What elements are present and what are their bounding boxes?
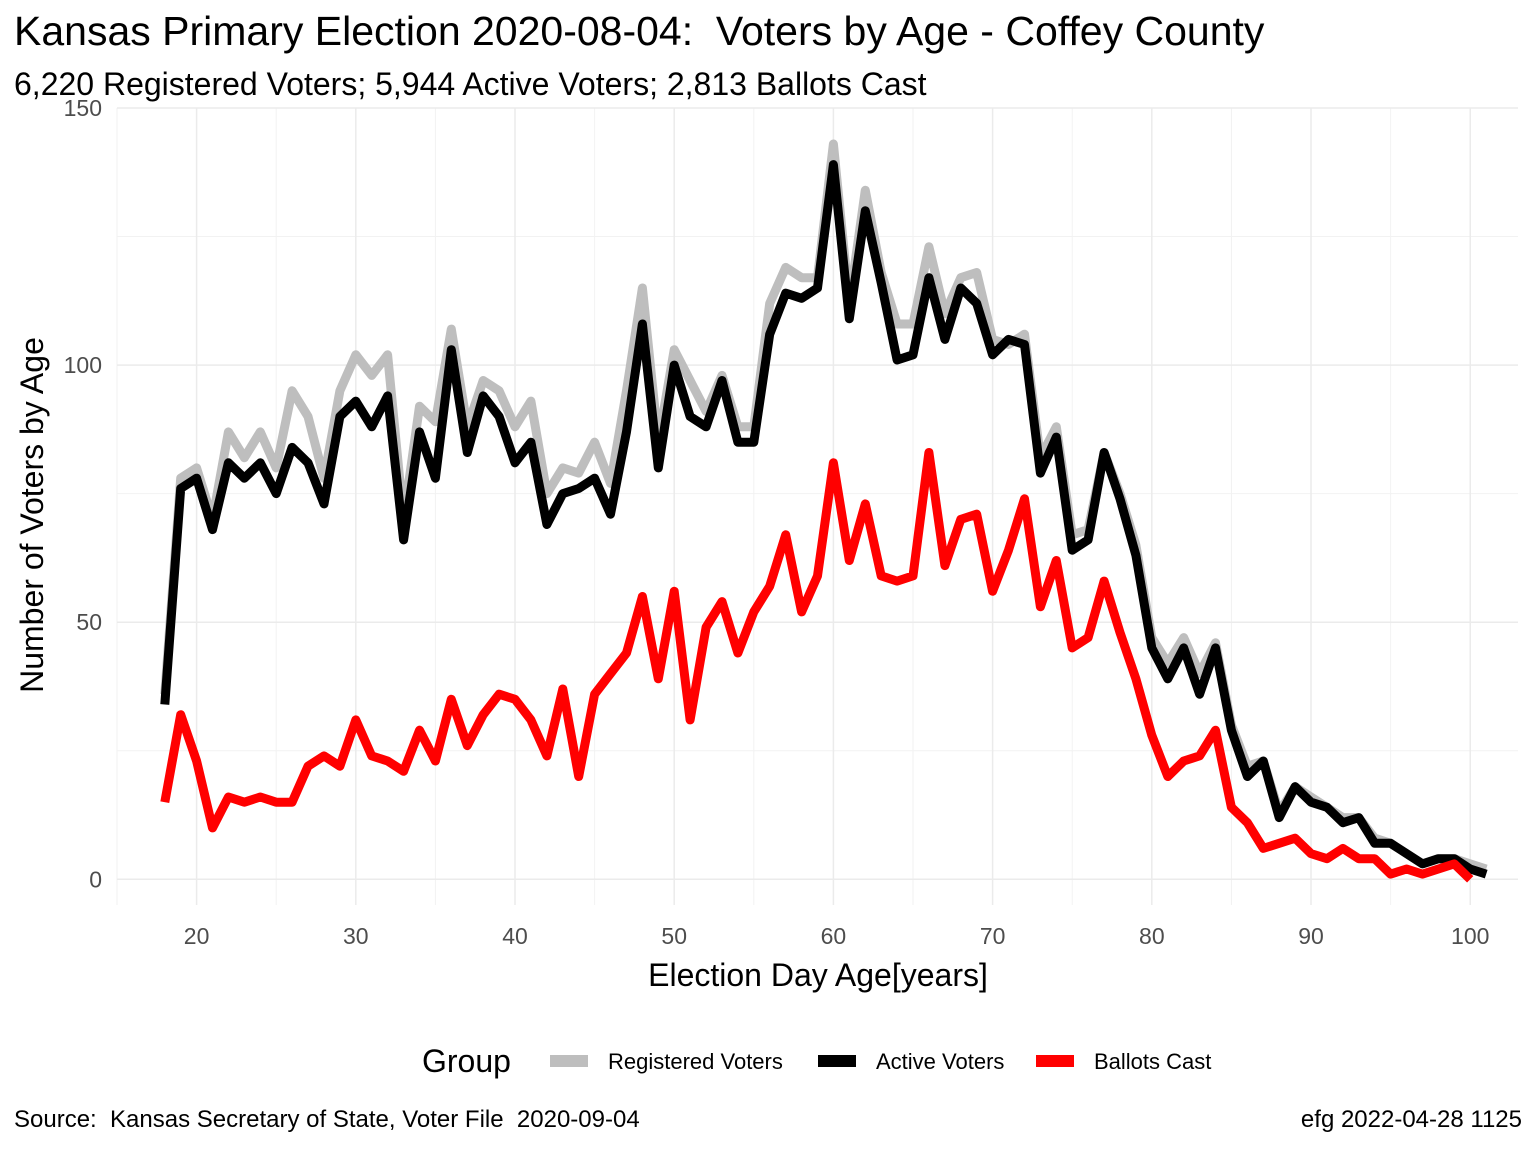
- x-tick-label: 30: [343, 923, 369, 949]
- x-tick-label: 60: [821, 923, 847, 949]
- x-tick-label: 50: [661, 923, 687, 949]
- y-tick-label: 50: [76, 609, 102, 635]
- series-lines: [160, 139, 1488, 883]
- legend-label-registered-voters: Registered Voters: [608, 1049, 783, 1074]
- chart-subtitle: 6,220 Registered Voters; 5,944 Active Vo…: [14, 66, 927, 102]
- y-tick-label: 100: [64, 352, 102, 378]
- x-axis-title: Election Day Age[years]: [648, 957, 988, 993]
- x-axis-tick-labels: 20 30 40 50 60 70 80 90 100: [184, 923, 1490, 949]
- legend-key-registered-voters: [550, 1055, 588, 1067]
- series-line-active-voters: [160, 160, 1488, 879]
- x-tick-label: 80: [1139, 923, 1165, 949]
- legend-key-ballots-cast: [1036, 1055, 1074, 1067]
- author-caption: efg 2022-04-28 1125: [1300, 1106, 1522, 1133]
- legend-title: Group: [422, 1043, 511, 1079]
- y-axis-title: Number of Voters by Age: [14, 337, 50, 693]
- y-tick-label: 150: [64, 95, 102, 121]
- y-tick-label: 0: [89, 866, 102, 892]
- major-gridlines: [117, 107, 1518, 905]
- source-caption: Source: Kansas Secretary of State, Voter…: [14, 1106, 640, 1133]
- legend-label-ballots-cast: Ballots Cast: [1094, 1049, 1211, 1074]
- x-tick-label: 20: [184, 923, 210, 949]
- x-tick-label: 90: [1298, 923, 1324, 949]
- legend: Group Registered Voters Active Voters Ball…: [422, 1043, 1211, 1079]
- minor-gridlines: [116, 108, 1518, 905]
- x-tick-label: 40: [502, 923, 528, 949]
- y-axis-tick-labels: 0 50 100 150: [64, 95, 102, 892]
- series-line-ballots-cast: [160, 448, 1474, 883]
- x-tick-label: 70: [980, 923, 1006, 949]
- x-tick-label: 100: [1451, 923, 1489, 949]
- legend-key-active-voters: [818, 1055, 856, 1067]
- chart-title: Kansas Primary Election 2020-08-04: Vote…: [14, 8, 1265, 54]
- legend-label-active-voters: Active Voters: [876, 1049, 1004, 1074]
